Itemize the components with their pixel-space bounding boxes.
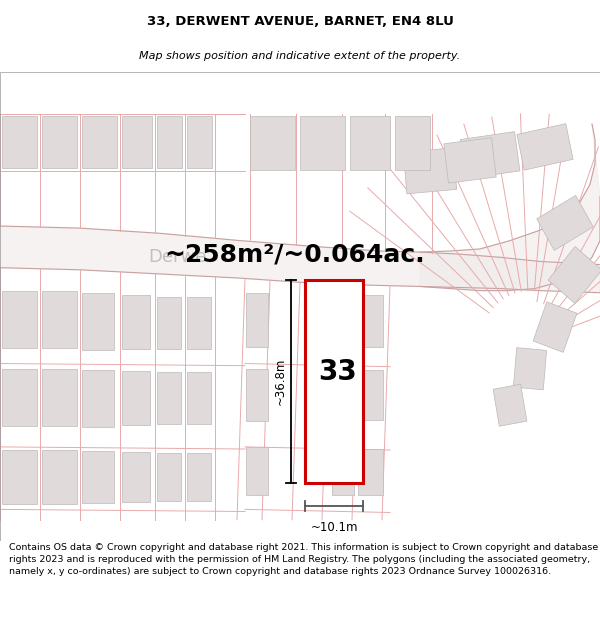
Polygon shape	[533, 302, 577, 352]
Polygon shape	[460, 132, 520, 179]
Polygon shape	[0, 226, 600, 292]
Bar	[2, 450, 37, 504]
Bar	[42, 450, 77, 504]
Bar	[42, 291, 77, 348]
Text: ~258m²/~0.064ac.: ~258m²/~0.064ac.	[164, 242, 425, 266]
Bar	[2, 116, 37, 168]
Bar	[358, 449, 383, 495]
Polygon shape	[514, 348, 547, 390]
Polygon shape	[537, 196, 593, 251]
Bar	[350, 116, 390, 170]
Bar	[250, 116, 295, 170]
Bar	[335, 353, 353, 382]
Bar	[2, 369, 37, 426]
Bar	[157, 453, 181, 501]
Bar	[157, 116, 182, 168]
Bar	[82, 292, 114, 350]
Bar	[246, 292, 268, 347]
Bar	[187, 372, 211, 424]
Polygon shape	[493, 384, 527, 426]
Bar	[122, 371, 150, 425]
Polygon shape	[420, 124, 600, 291]
Bar	[395, 116, 430, 170]
Bar	[82, 451, 114, 503]
Text: 33, DERWENT AVENUE, BARNET, EN4 8LU: 33, DERWENT AVENUE, BARNET, EN4 8LU	[146, 15, 454, 28]
Bar	[332, 447, 354, 495]
Text: ~36.8m: ~36.8m	[274, 358, 287, 406]
Bar	[246, 369, 268, 421]
Polygon shape	[403, 148, 457, 194]
Bar	[332, 292, 354, 347]
Bar	[300, 116, 345, 170]
Bar	[42, 116, 77, 168]
Bar	[122, 295, 150, 349]
Bar	[246, 447, 268, 495]
Polygon shape	[444, 138, 496, 183]
Text: 33: 33	[319, 357, 358, 386]
Bar	[82, 370, 114, 427]
Text: Map shows position and indicative extent of the property.: Map shows position and indicative extent…	[139, 51, 461, 61]
Bar	[157, 297, 181, 349]
Bar	[2, 291, 37, 348]
Bar	[157, 372, 181, 424]
Bar	[122, 452, 150, 502]
Bar	[305, 280, 363, 483]
Bar	[122, 116, 152, 168]
Polygon shape	[517, 124, 573, 170]
Polygon shape	[548, 246, 600, 304]
Text: ~10.1m: ~10.1m	[310, 521, 358, 534]
Bar	[82, 116, 117, 168]
Bar	[187, 297, 211, 349]
Bar	[187, 116, 212, 168]
Bar	[358, 370, 383, 420]
Bar	[358, 295, 383, 347]
Bar	[42, 369, 77, 426]
Bar	[332, 369, 354, 421]
Text: Contains OS data © Crown copyright and database right 2021. This information is : Contains OS data © Crown copyright and d…	[9, 543, 598, 576]
Text: Derwe: Derwe	[148, 248, 206, 266]
Bar	[187, 453, 211, 501]
